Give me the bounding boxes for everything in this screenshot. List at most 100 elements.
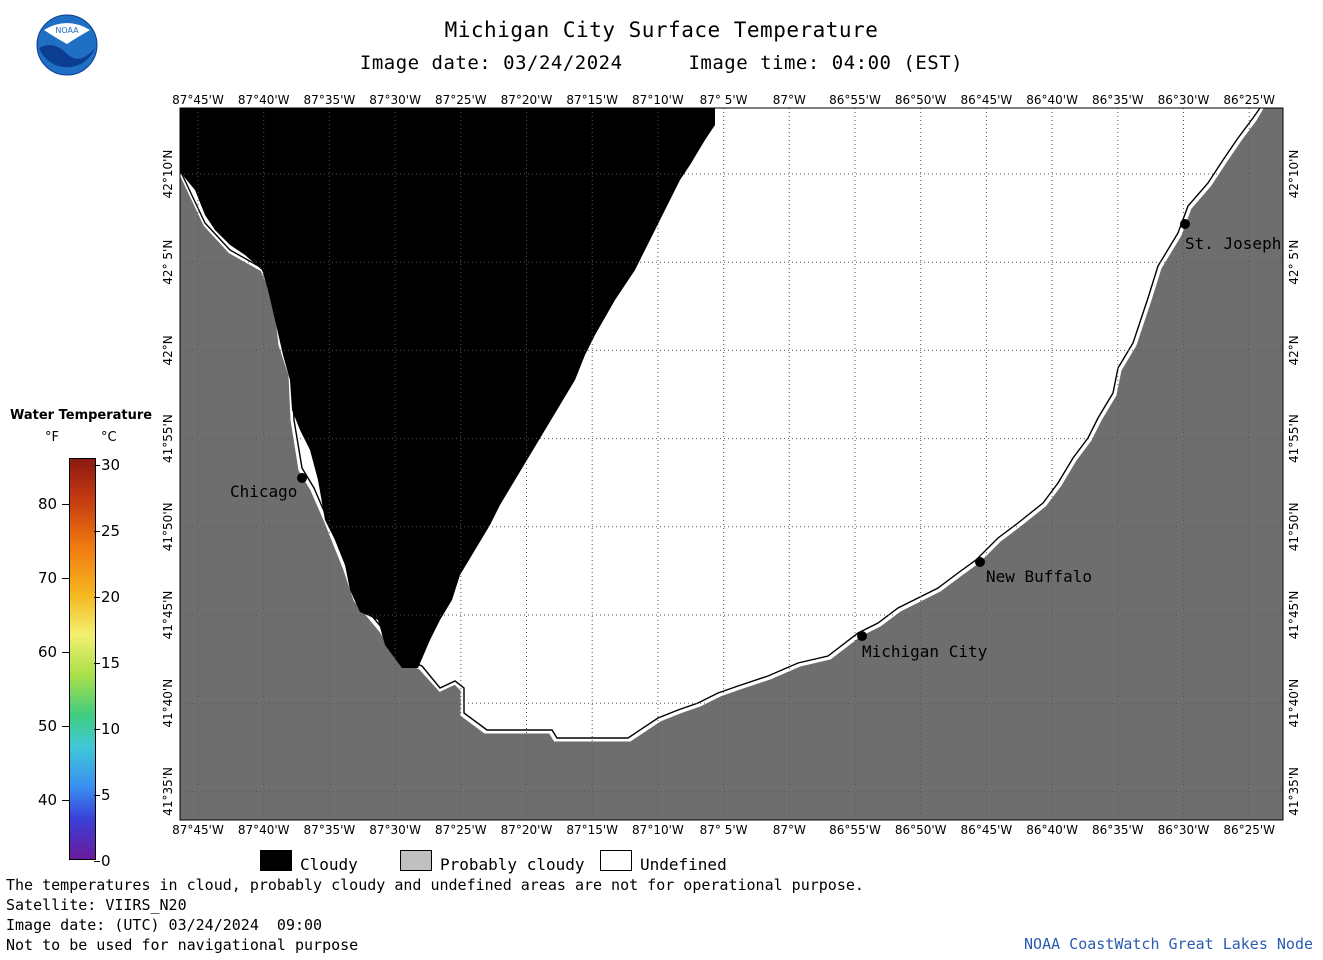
city-new-buffalo: New Buffalo — [975, 557, 1092, 586]
celsius-tick-label: 20 — [101, 588, 121, 606]
celsius-tick-label: 30 — [101, 456, 121, 474]
key-undefined-label: Undefined — [640, 855, 727, 874]
navigation-warning: Not to be used for navigational purpose — [6, 936, 359, 954]
celsius-tick-label: 10 — [101, 720, 121, 738]
lon-label-bottom: 86°55'W — [829, 823, 881, 837]
lon-label-bottom: 87°W — [773, 823, 806, 837]
celsius-tick-label: 0 — [101, 852, 111, 870]
unit-fahrenheit: °F — [45, 430, 59, 445]
lon-label-top: 86°45'W — [961, 93, 1013, 107]
legend-title: Water Temperature — [10, 408, 153, 423]
celsius-tick-label: 15 — [101, 654, 121, 672]
lon-label-top: 86°30'W — [1158, 93, 1210, 107]
fahrenheit-tick-label: 50 — [38, 717, 58, 735]
lon-label-top: 87°30'W — [369, 93, 421, 107]
fahrenheit-tick-label: 80 — [38, 495, 58, 513]
city-chicago: Chicago — [230, 473, 307, 501]
lat-label-right: 42° 5'N — [1287, 240, 1301, 285]
lon-label-top: 87° 5'W — [700, 93, 748, 107]
lat-label-right: 41°40'N — [1287, 679, 1301, 728]
city-label: Chicago — [230, 482, 297, 501]
lat-label-right: 41°50'N — [1287, 502, 1301, 551]
lon-label-bottom: 87°40'W — [238, 823, 290, 837]
lon-label-bottom: 87°20'W — [501, 823, 553, 837]
city-label: Michigan City — [862, 642, 988, 661]
lat-label-right: 41°55'N — [1287, 414, 1301, 463]
celsius-tick — [94, 531, 100, 532]
fahrenheit-tick-label: 60 — [38, 643, 58, 661]
lon-label-bottom: 87°35'W — [304, 823, 356, 837]
key-probably-cloudy-label: Probably cloudy — [440, 855, 585, 874]
lon-label-bottom: 86°30'W — [1158, 823, 1210, 837]
lat-label-left: 42°10'N — [161, 150, 175, 199]
celsius-tick — [94, 663, 100, 664]
lon-label-top: 86°40'W — [1026, 93, 1078, 107]
key-probably-cloudy-swatch — [400, 850, 432, 871]
lat-label-left: 42° 5'N — [161, 240, 175, 285]
map-title: Michigan City Surface Temperature — [444, 18, 879, 42]
lon-label-top: 86°35'W — [1092, 93, 1144, 107]
image-time: Image time: 04:00 (EST) — [688, 52, 964, 74]
lat-label-left: 41°55'N — [161, 414, 175, 463]
celsius-tick — [94, 861, 100, 862]
land-illinois-indiana — [180, 108, 1283, 820]
lon-label-top: 86°50'W — [895, 93, 947, 107]
celsius-tick — [94, 795, 100, 796]
city-st-joseph: St. Joseph — [1180, 219, 1281, 253]
celsius-tick — [94, 597, 100, 598]
key-cloudy-swatch — [260, 850, 292, 871]
fahrenheit-tick — [62, 504, 69, 505]
lon-label-top: 87°40'W — [238, 93, 290, 107]
lon-label-top: 87°35'W — [304, 93, 356, 107]
city-label: St. Joseph — [1185, 234, 1281, 253]
utc-date-line: Image date: (UTC) 03/24/2024 09:00 — [6, 916, 323, 934]
lon-label-top: 86°55'W — [829, 93, 881, 107]
lat-label-left: 42°N — [161, 335, 175, 365]
lon-label-top: 87°15'W — [566, 93, 618, 107]
city-marker — [975, 557, 985, 567]
lat-label-left: 41°50'N — [161, 502, 175, 551]
city-marker — [297, 473, 307, 483]
celsius-tick — [94, 465, 100, 466]
key-undefined-swatch — [600, 850, 632, 871]
lon-label-bottom: 87°30'W — [369, 823, 421, 837]
noaa-logo-icon: NOAA — [36, 14, 98, 76]
lon-label-bottom: 87°10'W — [632, 823, 684, 837]
lon-label-bottom: 86°25'W — [1223, 823, 1275, 837]
key-cloudy-label: Cloudy — [300, 855, 358, 874]
lat-label-right: 41°35'N — [1287, 767, 1301, 816]
shoreline-outline — [179, 107, 1261, 739]
map-grid — [180, 108, 1283, 820]
lon-label-top: 87°W — [773, 93, 806, 107]
lon-label-top: 87°10'W — [632, 93, 684, 107]
fahrenheit-tick — [62, 800, 69, 801]
lon-label-top: 87°25'W — [435, 93, 487, 107]
city-marker — [857, 631, 867, 641]
lat-label-right: 42°10'N — [1287, 150, 1301, 199]
city-marker — [1180, 219, 1190, 229]
satellite-line: Satellite: VIIRS_N20 — [6, 896, 187, 914]
lat-label-left: 41°40'N — [161, 679, 175, 728]
lon-label-bottom: 87° 5'W — [700, 823, 748, 837]
lat-label-right: 42°N — [1287, 335, 1301, 365]
lat-label-left: 41°45'N — [161, 591, 175, 640]
color-bar — [69, 458, 96, 860]
celsius-tick — [94, 729, 100, 730]
image-datetime: Image date: 03/24/2024 Image time: 04:00… — [0, 52, 1323, 74]
shoreline — [178, 107, 1264, 742]
lon-label-bottom: 86°50'W — [895, 823, 947, 837]
lon-label-top: 87°20'W — [501, 93, 553, 107]
fahrenheit-tick-label: 40 — [38, 791, 58, 809]
celsius-tick-label: 5 — [101, 786, 111, 804]
fahrenheit-tick — [62, 652, 69, 653]
city-michigan-city: Michigan City — [857, 631, 988, 661]
fahrenheit-tick — [62, 578, 69, 579]
cloud-area — [180, 108, 715, 668]
map-border — [179, 107, 1284, 821]
celsius-tick-label: 25 — [101, 522, 121, 540]
image-date: Image date: 03/24/2024 — [359, 52, 623, 74]
fahrenheit-tick-label: 70 — [38, 569, 58, 587]
axis-ticks: 87°45'W 87°45'W 87°40'W 87°40'W 87°35'W 87°35… — [161, 93, 1301, 837]
unit-celsius: °C — [101, 430, 117, 445]
